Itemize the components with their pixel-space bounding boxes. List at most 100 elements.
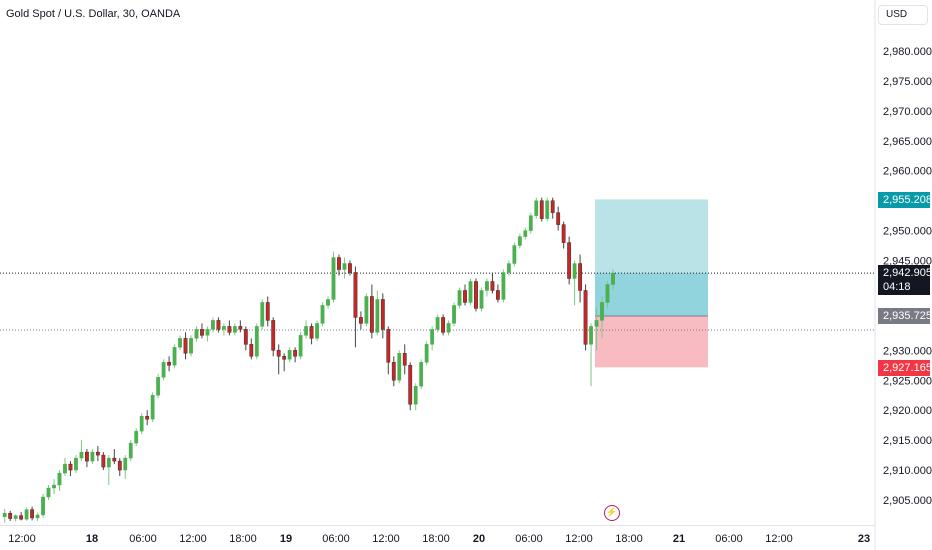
price-axis-label: 2,930.000 xyxy=(883,345,932,357)
price-axis-label: 2,960.000 xyxy=(883,166,932,178)
candle-body xyxy=(446,323,451,333)
candle-body xyxy=(331,257,336,300)
candle-body xyxy=(402,353,407,366)
candle-body xyxy=(254,326,259,357)
candle-body xyxy=(479,290,484,309)
candle-body xyxy=(320,305,325,324)
candle-body xyxy=(287,350,292,360)
candle-body xyxy=(178,338,182,348)
candle-body xyxy=(52,484,56,489)
bar-countdown-tag: 04:18 xyxy=(878,279,930,295)
candle-body xyxy=(68,463,73,471)
candle-body xyxy=(172,347,177,366)
candle-body xyxy=(523,230,528,237)
candle-body xyxy=(463,290,467,303)
candle-body xyxy=(556,212,561,225)
candle-body xyxy=(369,296,374,333)
candle-body xyxy=(539,200,544,219)
time-axis-label: 06:00 xyxy=(715,533,743,545)
price-axis-label: 2,910.000 xyxy=(883,465,932,477)
time-axis-label: 18:00 xyxy=(229,533,257,545)
candle-body xyxy=(216,320,221,330)
time-axis-label: 06:00 xyxy=(515,533,543,545)
candle-body xyxy=(611,272,615,285)
candle-body xyxy=(19,515,24,520)
candle-body xyxy=(150,395,155,420)
candle-body xyxy=(13,515,18,519)
candle-body xyxy=(397,353,402,381)
time-axis-label: 12:00 xyxy=(765,533,793,545)
candle-body xyxy=(128,442,133,459)
candle-body xyxy=(63,463,67,474)
candle-body xyxy=(342,263,347,270)
time-axis-label: 18:00 xyxy=(422,533,450,545)
candle-body xyxy=(337,257,341,270)
candle-body xyxy=(561,224,566,243)
time-axis-label: 06:00 xyxy=(129,533,157,545)
candle-body xyxy=(578,263,583,291)
time-axis-label: 23 xyxy=(858,533,870,545)
candle-body xyxy=(594,320,599,327)
candle-body xyxy=(57,472,62,486)
price-axis-label: 2,915.000 xyxy=(883,435,932,447)
time-axis-label: 21 xyxy=(673,533,685,545)
candle-body xyxy=(74,457,78,471)
price-axis-label: 2,970.000 xyxy=(883,106,932,118)
candle-body xyxy=(589,326,593,345)
time-axis-label: 18:00 xyxy=(615,533,643,545)
candle-body xyxy=(90,451,95,462)
candle-body xyxy=(112,457,117,462)
candle-body xyxy=(512,245,517,264)
candle-body xyxy=(600,302,604,321)
price-axis-label: 2,945.000 xyxy=(883,256,932,268)
candle-body xyxy=(117,460,122,471)
candle-body xyxy=(156,377,161,396)
currency-button[interactable]: USD xyxy=(878,5,928,25)
candle-body xyxy=(271,320,276,351)
candle-body xyxy=(205,329,210,336)
time-axis-label: 12:00 xyxy=(565,533,593,545)
candle-body xyxy=(424,344,429,363)
candle-body xyxy=(35,514,40,519)
lightning-icon[interactable]: ⚡ xyxy=(604,505,620,521)
candle-body xyxy=(441,317,445,333)
time-axis-label: 18 xyxy=(86,533,98,545)
candle-body xyxy=(106,457,111,468)
time-axis-label: 12:00 xyxy=(8,533,36,545)
candle-body xyxy=(30,509,34,519)
candle-body xyxy=(380,299,385,330)
candle-body xyxy=(79,451,84,459)
candle-body xyxy=(490,281,495,291)
candle-body xyxy=(468,281,473,303)
candle-body xyxy=(41,496,45,516)
candle-body xyxy=(528,215,533,231)
price-axis-label: 2,950.000 xyxy=(883,226,932,238)
candle-body xyxy=(293,350,298,357)
candle-body xyxy=(474,281,478,309)
candle-body xyxy=(386,329,391,363)
candle-body xyxy=(435,317,440,330)
candle-body xyxy=(550,200,555,213)
candle-body xyxy=(605,284,610,303)
stop-loss-price-tag: 2,927.165 xyxy=(878,360,932,376)
candle-body xyxy=(238,326,243,330)
candle-body xyxy=(315,323,319,339)
take-profit-price-tag: 2,955.208 xyxy=(878,192,932,208)
price-axis-label: 2,975.000 xyxy=(883,76,932,88)
candle-body xyxy=(161,362,166,378)
time-axis-label: 12:00 xyxy=(372,533,400,545)
candle-body xyxy=(101,454,106,468)
candle-body xyxy=(353,272,358,318)
candle-body xyxy=(457,290,462,306)
candle-body xyxy=(408,365,413,405)
candle-body xyxy=(227,326,232,333)
candle-body xyxy=(276,350,281,357)
entry-price-tag: 2,935.725 xyxy=(878,308,932,324)
candle-body xyxy=(501,272,506,300)
candle-body xyxy=(211,320,215,330)
candle-body xyxy=(348,263,352,273)
candle-body xyxy=(583,290,588,345)
candle-body xyxy=(2,512,7,517)
